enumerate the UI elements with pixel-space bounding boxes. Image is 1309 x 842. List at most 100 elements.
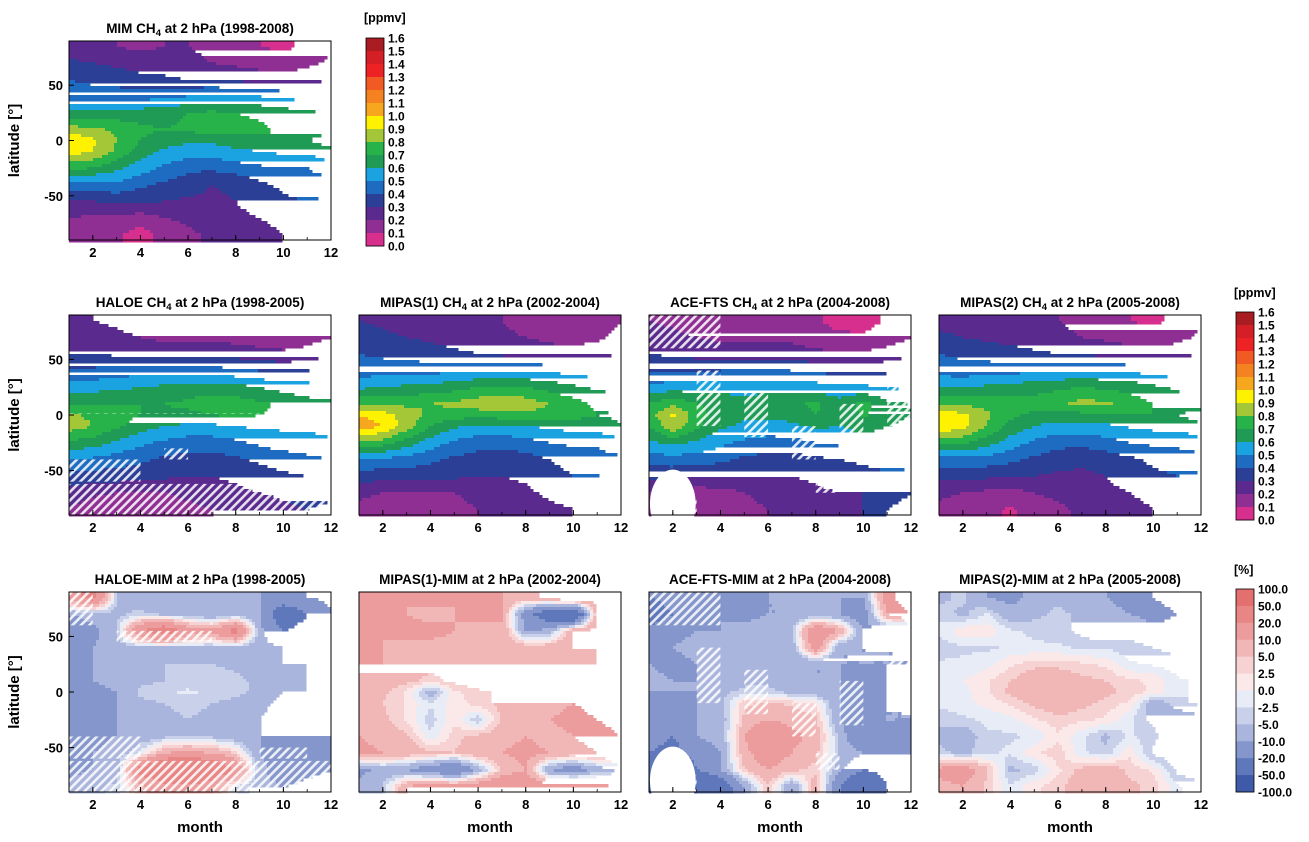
colorbar-swatch bbox=[1236, 673, 1254, 691]
x-axis-label: month bbox=[177, 819, 223, 836]
x-axis-label: month bbox=[757, 819, 803, 836]
colorbar-diff-2: 100.0 50.0 20.0 10.0 5.0 2.5 0.0 -2.5 -5.0 -10.0 -… bbox=[1234, 563, 1292, 800]
y-axis-label: latitude [°] bbox=[6, 655, 23, 729]
colorbar-swatch bbox=[366, 220, 384, 234]
colorbar-label: 1.5 bbox=[388, 45, 405, 59]
colorbar-swatch bbox=[1236, 455, 1254, 469]
panel-title: MIM CH4 at 2 hPa (1998-2008) bbox=[106, 21, 294, 39]
masked-region bbox=[839, 403, 864, 449]
colorbar-label: 50.0 bbox=[1258, 599, 1282, 613]
colorbar-label: 1.2 bbox=[388, 84, 405, 98]
y-axis-label: latitude [°] bbox=[6, 104, 23, 178]
colorbar-swatch bbox=[366, 129, 384, 143]
field-cells bbox=[359, 315, 621, 517]
colorbar-label: 0.9 bbox=[388, 123, 405, 137]
field-cells bbox=[939, 315, 1201, 517]
x-tick-label: 4 bbox=[1007, 520, 1015, 535]
x-tick-label: 12 bbox=[1194, 520, 1208, 535]
colorbar-label: -10.0 bbox=[1258, 735, 1286, 749]
masked-region bbox=[69, 760, 331, 792]
panel-mipas1: MIPAS(1) CH4 at 2 hPa (2002-2004) 2 4 6 8 10 1… bbox=[358, 295, 628, 535]
x-tick-label: 8 bbox=[812, 520, 819, 535]
missing-data bbox=[649, 469, 696, 539]
x-tick-label: 6 bbox=[764, 520, 771, 535]
x-tick-label: 10 bbox=[276, 797, 290, 812]
colorbar-swatch bbox=[1236, 442, 1254, 456]
panel-haloe: HALOE CH4 at 2 hPa (1998-2005) 2 4 6 8 10 12 50… bbox=[6, 295, 338, 535]
y-tick-label: 50 bbox=[49, 78, 63, 93]
panel-acefts: ACE-FTS CH4 at 2 hPa (2004-2008) 2 4 6 8 10 12 bbox=[648, 295, 918, 539]
colorbar-swatch bbox=[1236, 758, 1254, 776]
x-tick-label: 4 bbox=[137, 520, 145, 535]
masked-region bbox=[696, 647, 721, 704]
colorbar-label: 0.1 bbox=[388, 227, 405, 241]
plot-frame bbox=[648, 314, 912, 516]
x-tick-label: 2 bbox=[379, 797, 386, 812]
y-tick-label: -50 bbox=[44, 189, 63, 204]
colorbar-swatch bbox=[1236, 325, 1254, 339]
colorbar-swatch bbox=[1236, 741, 1254, 759]
colorbar-label: -50.0 bbox=[1258, 769, 1286, 783]
masked-region bbox=[815, 476, 840, 493]
colorbar-swatch bbox=[1236, 724, 1254, 742]
colorbar-label: 0.6 bbox=[388, 162, 405, 176]
panels: MIM CH4 at 2 hPa (1998-2008) 2 4 6 8 10 12 50 0 -… bbox=[6, 21, 1208, 836]
colorbar-swatch bbox=[366, 103, 384, 117]
colorbar-label: 0.5 bbox=[1258, 449, 1275, 463]
masked-region bbox=[649, 592, 721, 626]
colorbar-label: 0.7 bbox=[1258, 423, 1275, 437]
colorbar-label: 0.3 bbox=[1258, 475, 1275, 489]
colorbar-unit: [%] bbox=[1234, 563, 1253, 577]
panel-title: MIPAS(1) CH4 at 2 hPa (2002-2004) bbox=[380, 295, 600, 313]
y-tick-label: 0 bbox=[56, 685, 63, 700]
colorbar-label: 1.3 bbox=[388, 71, 405, 85]
panel-mipas2_mim: MIPAS(2)-MIM at 2 hPa (2005-2008) 2 4 6 8 10 1… bbox=[938, 572, 1208, 836]
x-tick-label: 8 bbox=[232, 520, 239, 535]
colorbar-swatch bbox=[1236, 494, 1254, 508]
colorbar-swatch bbox=[1236, 403, 1254, 417]
panel-mipas1_mim: MIPAS(1)-MIM at 2 hPa (2002-2004) 2 4 6 8 10 1… bbox=[358, 572, 628, 836]
y-tick-label: -50 bbox=[44, 464, 63, 479]
colorbar-label: 0.3 bbox=[388, 201, 405, 215]
colorbar-swatch bbox=[1236, 775, 1254, 793]
x-tick-label: 4 bbox=[427, 797, 435, 812]
panel-haloe_mim: HALOE-MIM at 2 hPa (1998-2005) 2 4 6 8 10 12 50… bbox=[6, 572, 338, 836]
colorbar-label: 1.6 bbox=[1258, 306, 1275, 320]
colorbar-label: 0.2 bbox=[1258, 488, 1275, 502]
colorbar-label: 1.6 bbox=[388, 32, 405, 46]
colorbar-label: 1.1 bbox=[1258, 371, 1275, 385]
y-tick-label: 50 bbox=[49, 352, 63, 367]
x-tick-label: 12 bbox=[324, 797, 338, 812]
colorbar-swatch bbox=[366, 207, 384, 221]
x-tick-label: 4 bbox=[427, 520, 435, 535]
colorbar-label: 0.8 bbox=[1258, 410, 1275, 424]
masked-region bbox=[69, 736, 141, 759]
plot-frame bbox=[938, 591, 1202, 793]
x-tick-label: 4 bbox=[717, 797, 725, 812]
panel-title: ACE-FTS CH4 at 2 hPa (2004-2008) bbox=[670, 295, 890, 313]
colorbar-swatch bbox=[366, 90, 384, 104]
x-tick-label: 12 bbox=[904, 520, 918, 535]
colorbar-swatch bbox=[1236, 639, 1254, 658]
colorbar-label: 0.4 bbox=[1258, 462, 1275, 476]
colorbar-label: 100.0 bbox=[1258, 583, 1288, 597]
panel-title: MIPAS(2)-MIM at 2 hPa (2005-2008) bbox=[959, 572, 1181, 587]
x-tick-label: 6 bbox=[764, 797, 771, 812]
plot-frame bbox=[648, 591, 912, 793]
masked-region bbox=[69, 592, 93, 626]
x-tick-label: 8 bbox=[812, 797, 819, 812]
colorbar-swatch bbox=[366, 233, 384, 247]
plot-frame bbox=[938, 314, 1202, 516]
colorbar-label: 1.3 bbox=[1258, 345, 1275, 359]
colorbar-label: 0.5 bbox=[388, 175, 405, 189]
x-tick-label: 12 bbox=[1194, 797, 1208, 812]
colorbar-swatch bbox=[366, 194, 384, 208]
colorbar-ch4-1: 1.61.51.41.31.21.11.00.90.80.70.60.50.40… bbox=[1234, 286, 1276, 528]
masked-region bbox=[69, 459, 141, 482]
x-tick-label: 10 bbox=[276, 520, 290, 535]
colorbar-label: 0.0 bbox=[1258, 514, 1275, 528]
masked-region bbox=[116, 630, 212, 642]
x-tick-label: 10 bbox=[856, 797, 870, 812]
x-tick-label: 6 bbox=[1054, 520, 1061, 535]
colorbar-label: 0.6 bbox=[1258, 436, 1275, 450]
